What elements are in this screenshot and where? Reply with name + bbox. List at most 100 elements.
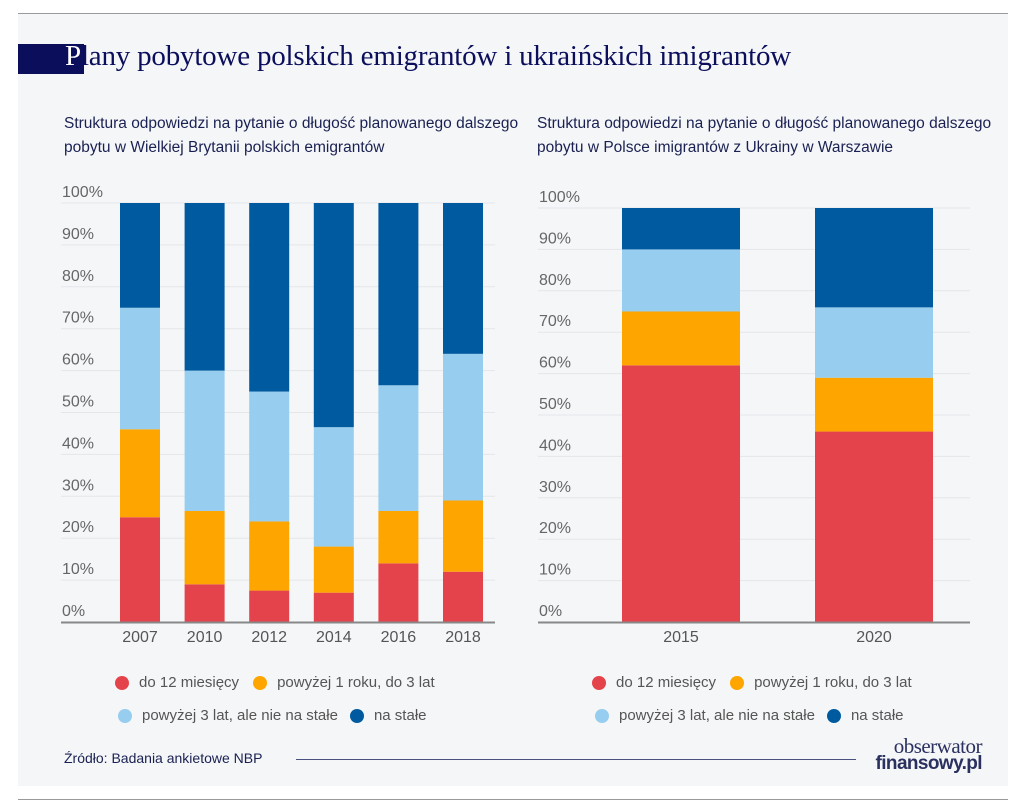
bar-segment-do-12 (378, 563, 419, 622)
title-accent-block (18, 44, 84, 74)
title-rest: lany pobytowe polskich emigrantów i ukra… (80, 40, 791, 72)
source-note: Źródło: Badania ankietowe NBP (64, 750, 263, 766)
y-tick-label: 0% (539, 603, 562, 620)
bar-segment-3-plus (378, 385, 419, 511)
bar-segment-3-plus (443, 353, 483, 501)
legend-dot-darkblue-icon (826, 708, 841, 723)
legend-dot-orange-icon (730, 675, 745, 690)
x-category-label: 2012 (251, 629, 287, 646)
bar-segment-3-plus (184, 370, 225, 511)
bar-segment-1-3 (120, 429, 160, 518)
bar-segment-1-3 (815, 377, 933, 432)
bar-segment-1-3 (378, 510, 419, 564)
legend-dot-darkblue-icon (349, 708, 364, 723)
x-category-label: 2018 (445, 629, 481, 646)
bottom-rule (18, 799, 1008, 800)
bar-segment-na-stale (184, 203, 225, 371)
legend-dot-orange-icon (253, 675, 268, 690)
bar-segment-do-12 (184, 584, 225, 622)
legend-dot-lightblue-icon (118, 708, 132, 723)
bar-segment-1-3 (443, 500, 483, 572)
x-category-label: 2020 (856, 629, 892, 646)
right-chart-subtitle: Struktura odpowiedzi na pytanie o długoś… (537, 115, 992, 156)
x-category-label: 2015 (663, 629, 699, 646)
legend-item-na-stale: na stałe (826, 707, 904, 724)
legend-dot-red-icon (592, 675, 606, 690)
y-tick-label: 50% (539, 396, 571, 413)
legend-label: powyżej 3 lat, ale nie na stałe (142, 707, 338, 724)
logo-top-text: obserwator (893, 734, 983, 758)
bar-segment-do-12 (622, 365, 740, 622)
x-category-label: 2010 (187, 629, 223, 646)
legend-label: na stałe (850, 707, 904, 724)
bar-segment-3-plus (249, 391, 290, 522)
legend-item-1-3: powyżej 1 roku, do 3 lat (253, 674, 435, 691)
legend-item-3-plus: powyżej 3 lat, ale nie na stałe (595, 707, 815, 724)
y-tick-label: 30% (62, 477, 94, 494)
title-first-letter: P (65, 40, 81, 72)
bar-segment-do-12 (313, 592, 354, 622)
y-tick-label: 40% (539, 437, 571, 454)
legend-dot-red-icon (115, 675, 129, 690)
publisher-logo: obserwator finansowy.pl (862, 734, 983, 774)
bar-segment-1-3 (184, 510, 225, 585)
legend-label: powyżej 1 roku, do 3 lat (277, 674, 435, 691)
y-tick-label: 60% (539, 355, 571, 372)
y-tick-label: 10% (62, 561, 94, 578)
bar-segment-3-plus (622, 249, 740, 312)
bar-segment-na-stale (443, 203, 483, 354)
left-legend-row-1: do 12 miesięcy powyżej 1 roku, do 3 lat (115, 674, 443, 691)
legend-label: do 12 miesięcy (139, 674, 240, 691)
page-title: Plany pobytowe polskich emigrantów i ukr… (65, 40, 791, 73)
y-tick-label: 0% (62, 603, 85, 620)
y-tick-label: 30% (539, 479, 571, 496)
legend-label: powyżej 3 lat, ale nie na stałe (619, 707, 815, 724)
legend-dot-lightblue-icon (595, 708, 609, 723)
x-category-label: 2007 (122, 629, 158, 646)
bar-segment-3-plus (815, 307, 933, 378)
y-tick-label: 90% (539, 230, 571, 247)
y-tick-label: 20% (539, 520, 571, 537)
left-chart-subtitle: Struktura odpowiedzi na pytanie o długoś… (64, 115, 519, 156)
bar-segment-do-12 (120, 517, 160, 622)
right-legend-row-1: do 12 miesięcy powyżej 1 roku, do 3 lat (592, 674, 920, 691)
y-tick-label: 90% (62, 226, 94, 243)
bar-segment-na-stale (622, 208, 740, 250)
left-legend-row-2: powyżej 3 lat, ale nie na stałe na stałe (118, 707, 435, 724)
y-tick-label: 70% (62, 310, 94, 327)
legend-label: na stałe (373, 707, 427, 724)
y-tick-label: 50% (62, 394, 94, 411)
bar-segment-do-12 (815, 431, 933, 622)
top-rule (18, 13, 1008, 14)
y-tick-label: 80% (539, 272, 571, 289)
legend-item-1-3: powyżej 1 roku, do 3 lat (730, 674, 912, 691)
bar-segment-na-stale (378, 203, 419, 386)
y-tick-label: 60% (62, 352, 94, 369)
bar-segment-1-3 (313, 546, 354, 593)
y-tick-label: 80% (62, 268, 94, 285)
bar-segment-na-stale (249, 203, 290, 392)
y-tick-label: 40% (62, 435, 94, 452)
x-category-label: 2014 (316, 629, 352, 646)
legend-item-na-stale: na stałe (349, 707, 427, 724)
bar-segment-na-stale (815, 208, 933, 308)
legend-item-do-12: do 12 miesięcy (592, 674, 716, 691)
bar-segment-3-plus (313, 427, 354, 547)
logo-bottom-text: finansowy.pl (875, 753, 983, 774)
y-tick-label: 10% (539, 562, 571, 579)
right-legend-row-2: powyżej 3 lat, ale nie na stałe na stałe (595, 707, 912, 724)
legend-label: powyżej 1 roku, do 3 lat (754, 674, 912, 691)
bar-segment-do-12 (249, 590, 290, 622)
bar-segment-na-stale (120, 203, 160, 308)
y-tick-label: 100% (539, 189, 580, 206)
y-tick-label: 100% (62, 184, 103, 201)
x-category-label: 2016 (381, 629, 417, 646)
source-divider (296, 759, 856, 760)
bar-segment-do-12 (443, 571, 483, 622)
legend-item-do-12: do 12 miesięcy (115, 674, 239, 691)
bar-segment-1-3 (249, 521, 290, 591)
y-tick-label: 20% (62, 519, 94, 536)
bar-segment-1-3 (622, 311, 740, 366)
